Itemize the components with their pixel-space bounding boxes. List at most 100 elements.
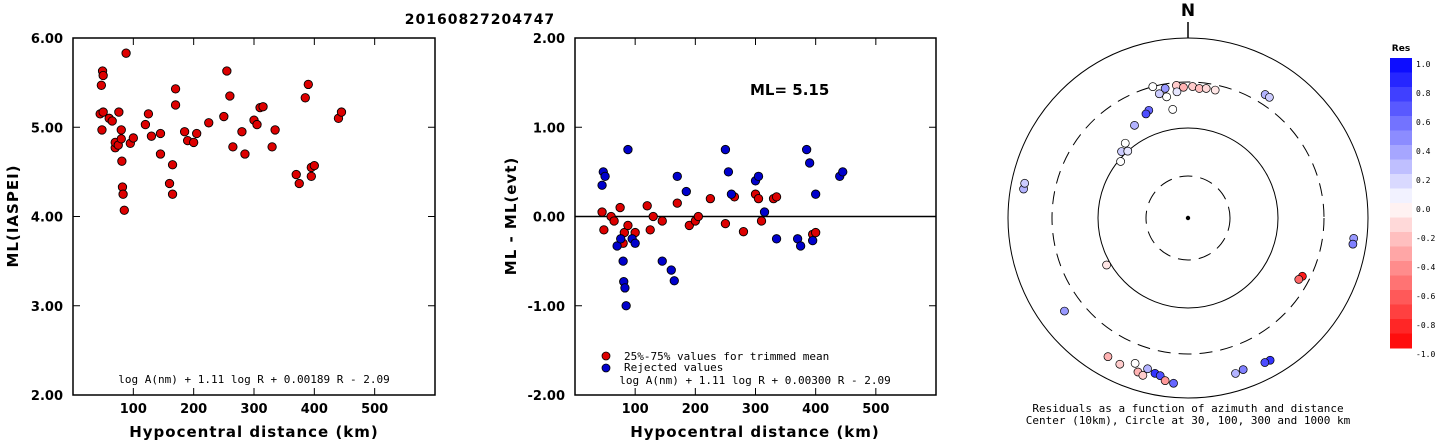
station-points xyxy=(1019,81,1359,388)
data-point xyxy=(642,201,652,211)
data-point xyxy=(116,134,126,144)
data-point xyxy=(128,133,138,143)
point-rejected xyxy=(672,171,682,181)
data-point xyxy=(623,220,633,231)
colorbar-cell xyxy=(1390,217,1412,233)
ring-300km xyxy=(1051,81,1325,355)
caption-line-1: Residuals as a function of azimuth and d… xyxy=(1032,402,1343,415)
ml-annotation: ML= 5.15 xyxy=(750,81,829,99)
station-point xyxy=(1201,84,1211,93)
station-point xyxy=(1120,138,1130,148)
data-point xyxy=(771,192,782,202)
point-rejected xyxy=(838,167,848,177)
point-rejected xyxy=(720,144,731,155)
data-point xyxy=(192,128,202,139)
colorbar-cell xyxy=(1390,232,1412,247)
station-point xyxy=(1160,84,1170,93)
colorbar-tick-label: 0.4 xyxy=(1416,147,1431,156)
caption-line-2: Center (10km), Circle at 30, 100, 300 an… xyxy=(1026,414,1351,427)
station-point xyxy=(1348,239,1358,249)
legend-marker-rejected xyxy=(601,363,611,373)
x-tick-label: 400 xyxy=(802,402,829,417)
x-tick-label: 200 xyxy=(180,402,207,417)
legend-label-trimmed: 25%-75% values for trimmed mean xyxy=(624,350,829,363)
data-point xyxy=(98,70,108,81)
data-point xyxy=(97,125,107,135)
x-tick-label: 300 xyxy=(742,402,769,417)
y-axis-label: ML - ML(evt) xyxy=(502,157,520,275)
x-tick-label: 100 xyxy=(622,402,649,417)
data-point xyxy=(155,149,166,159)
y-tick-label: -1.00 xyxy=(528,300,565,315)
station-point xyxy=(1265,92,1274,102)
data-points xyxy=(95,48,347,215)
colorbar-cell xyxy=(1390,188,1412,204)
point-rejected xyxy=(723,167,734,177)
station-point xyxy=(1179,82,1188,92)
data-point xyxy=(294,178,304,189)
colorbar-tick-label: 0.0 xyxy=(1416,205,1431,214)
data-point xyxy=(164,178,175,189)
figure-title: 20160827204747 xyxy=(405,12,555,28)
colorbar-cell xyxy=(1390,246,1412,262)
data-point xyxy=(143,109,154,119)
point-rejected xyxy=(753,171,764,181)
station-point xyxy=(1231,369,1240,378)
colorbar-cell xyxy=(1390,130,1412,146)
x-tick-label: 500 xyxy=(361,402,388,417)
colorbar-cell xyxy=(1390,87,1412,102)
colorbar-tick-label: 1.0 xyxy=(1416,60,1431,69)
formula-text: log A(nm) + 1.11 log R + 0.00300 R - 2.0… xyxy=(619,374,891,387)
colorbar-tick-label: 0.2 xyxy=(1416,176,1431,185)
colorbar-cell xyxy=(1390,290,1412,305)
data-point xyxy=(119,205,129,215)
point-rejected xyxy=(600,171,610,181)
station-point xyxy=(1116,157,1125,166)
colorbar-tick-label: 0.6 xyxy=(1416,118,1431,127)
data-point xyxy=(155,128,166,139)
x-tick-label: 400 xyxy=(301,402,328,417)
formula-text: log A(nm) + 1.11 log R + 0.00189 R - 2.0… xyxy=(118,373,390,386)
station-point xyxy=(1260,358,1270,367)
data-point xyxy=(107,116,117,126)
data-point xyxy=(170,84,181,94)
colorbar-cell xyxy=(1390,72,1412,88)
x-tick-label: 100 xyxy=(120,402,147,417)
data-point xyxy=(116,125,126,135)
data-point xyxy=(645,225,655,235)
data-point xyxy=(609,216,619,226)
colorbar-cell xyxy=(1390,319,1412,334)
colorbar-cell xyxy=(1390,174,1412,189)
data-point xyxy=(170,100,181,110)
station-point xyxy=(1238,365,1248,374)
station-point xyxy=(1294,275,1304,284)
point-rejected xyxy=(597,180,607,190)
point-rejected xyxy=(808,235,818,246)
data-point xyxy=(306,171,316,181)
station-point xyxy=(1138,370,1148,380)
colorbar: Res 1.0 0.8 0.6 0.4 0.2 0.0 -0.2 -0.4 -0.6 -0.8 -1… xyxy=(1390,44,1435,359)
data-point xyxy=(204,118,214,128)
data-point xyxy=(258,102,268,112)
data-point xyxy=(597,207,607,217)
x-tick-label: 200 xyxy=(682,402,709,417)
y-axis-label: ML(IASPEI) xyxy=(4,164,22,267)
data-points xyxy=(597,144,848,311)
point-rejected xyxy=(801,144,812,155)
panel-ml-iaspei: 100 200 300 400 500 2.00 3.00 4.00 5.00 6.00 ML(I… xyxy=(4,32,436,441)
station-point xyxy=(1148,82,1158,91)
y-tick-label: 5.00 xyxy=(31,121,63,136)
point-rejected xyxy=(623,144,633,155)
data-point xyxy=(219,111,229,122)
station-point xyxy=(1168,105,1178,114)
station-point xyxy=(1169,378,1178,388)
axis-ticks: 100 200 300 400 500 2.00 3.00 4.00 5.00 6.00 xyxy=(31,32,435,417)
data-point xyxy=(648,211,658,222)
colorbar-labels: 1.0 0.8 0.6 0.4 0.2 0.0 -0.2 -0.4 -0.6 -0.8 -1.0 xyxy=(1416,60,1435,359)
station-point xyxy=(1172,87,1182,97)
data-point xyxy=(291,169,301,180)
point-rejected xyxy=(805,158,815,168)
axis-ticks: 100 200 300 400 500 -2.00 -1.00 0.00 1.00 2.00 xyxy=(528,32,936,417)
data-point xyxy=(189,137,199,148)
